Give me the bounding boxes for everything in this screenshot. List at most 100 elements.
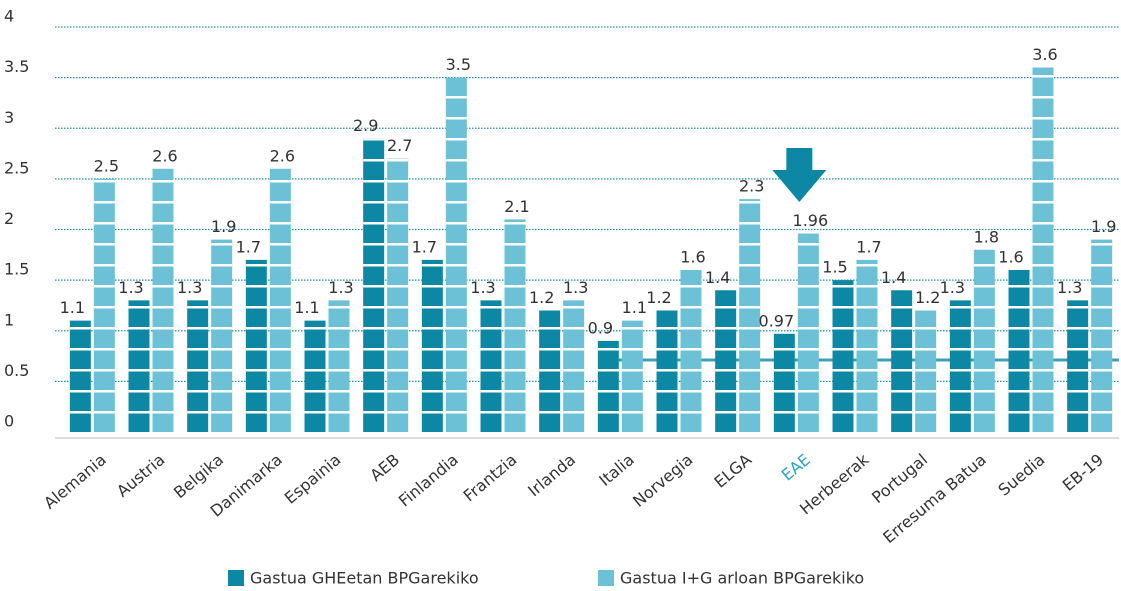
bar	[539, 310, 561, 432]
legend-label: Gastua I+G arloan BPGarekiko	[620, 569, 864, 588]
value-label: 1.1	[622, 298, 647, 317]
bar	[245, 259, 267, 432]
bar-stripes	[715, 290, 737, 432]
y-tick-label: 2	[4, 209, 14, 228]
bar-stripes	[856, 259, 878, 432]
bar	[128, 300, 150, 432]
bar-stripes	[773, 333, 795, 432]
x-tick-label: Espainia	[281, 450, 345, 508]
highlight-arrow	[772, 148, 827, 202]
bar	[504, 219, 526, 432]
bar-stripes	[797, 233, 819, 432]
bar-stripes	[187, 300, 209, 432]
x-tick-label: Finlandia	[395, 450, 462, 510]
x-tick-label: Belgika	[170, 450, 227, 502]
value-label: 1.1	[60, 298, 85, 317]
bar	[597, 340, 619, 432]
value-label: 1.3	[1057, 278, 1082, 297]
bar-stripes	[1091, 239, 1113, 432]
value-label: 2.9	[353, 116, 378, 135]
value-label: 3.6	[1032, 45, 1057, 64]
bar	[387, 158, 409, 432]
x-tick-label: Irlanda	[524, 450, 579, 500]
bar	[949, 300, 971, 432]
value-label: 1.9	[1091, 217, 1116, 236]
value-label: 1.6	[680, 248, 705, 267]
value-label: 2.1	[504, 197, 529, 216]
bar	[1091, 239, 1113, 432]
value-label: 1.9	[211, 217, 236, 236]
bar-stripes	[1008, 270, 1030, 432]
value-label: 1.2	[529, 288, 554, 307]
x-tick-label: Norvegia	[629, 450, 696, 511]
value-label: 1.2	[646, 288, 671, 307]
bar-stripes	[832, 280, 854, 432]
value-label: 1.4	[881, 268, 906, 287]
legend-label: Gastua GHEetan BPGarekiko	[250, 569, 479, 588]
bar-stripes	[480, 300, 502, 432]
bar	[480, 300, 502, 432]
value-label: 1.1	[294, 298, 319, 317]
bar	[797, 233, 819, 432]
x-tick-label: Suedia	[994, 450, 1048, 500]
bar-stripes	[1032, 67, 1054, 432]
bar	[715, 290, 737, 432]
bar	[304, 320, 326, 432]
bar	[680, 270, 702, 432]
bar-stripes	[739, 199, 761, 432]
bar	[1067, 300, 1089, 432]
bar-stripes	[891, 290, 913, 432]
bar-stripes	[680, 270, 702, 432]
value-label: 1.4	[705, 268, 730, 287]
bar	[445, 77, 467, 432]
bar	[915, 310, 937, 432]
legend-swatch	[228, 570, 244, 586]
value-label: 2.6	[270, 146, 295, 165]
bar	[211, 239, 233, 432]
bar	[93, 178, 115, 432]
bar	[363, 138, 385, 432]
bar-stripes	[152, 168, 174, 432]
value-label: 1.3	[118, 278, 143, 297]
value-label: 2.3	[739, 177, 764, 196]
value-label: 1.3	[563, 278, 588, 297]
value-label: 2.5	[94, 156, 119, 175]
x-tick-label: AEB	[366, 450, 403, 485]
bar	[187, 300, 209, 432]
value-label: 2.6	[152, 146, 177, 165]
value-label: 3.5	[446, 55, 471, 74]
y-tick-label: 4	[4, 7, 14, 26]
x-tick-label: EAE	[778, 450, 814, 485]
bar-stripes	[504, 219, 526, 432]
value-label: 1.3	[328, 278, 353, 297]
value-label: 1.7	[856, 237, 881, 256]
value-label: 1.7	[236, 237, 261, 256]
value-label: 0.9	[588, 318, 613, 337]
bar-stripes	[621, 320, 643, 432]
y-tick-label: 1	[4, 310, 14, 329]
bar-stripes	[387, 158, 409, 432]
bar	[152, 168, 174, 432]
bar	[563, 300, 585, 432]
bar-stripes	[269, 168, 291, 432]
value-label: 1.3	[470, 278, 495, 297]
bar-stripes	[539, 310, 561, 432]
bar	[891, 290, 913, 432]
bar-stripes	[421, 259, 443, 432]
value-label: 1.6	[998, 248, 1023, 267]
bar-stripes	[128, 300, 150, 432]
y-tick-label: 3	[4, 108, 14, 127]
bar-stripes	[211, 239, 233, 432]
bar	[856, 259, 878, 432]
y-tick-label: 0.5	[4, 361, 29, 380]
bar-stripes	[949, 300, 971, 432]
bar-stripes	[69, 320, 91, 432]
y-tick-label: 0	[4, 412, 14, 431]
bar-stripes	[915, 310, 937, 432]
value-label: 1.5	[822, 258, 847, 277]
x-tick-label: EB-19	[1059, 450, 1107, 495]
bar	[832, 280, 854, 432]
bar-stripes	[973, 249, 995, 432]
value-label: 0.97	[759, 311, 795, 330]
